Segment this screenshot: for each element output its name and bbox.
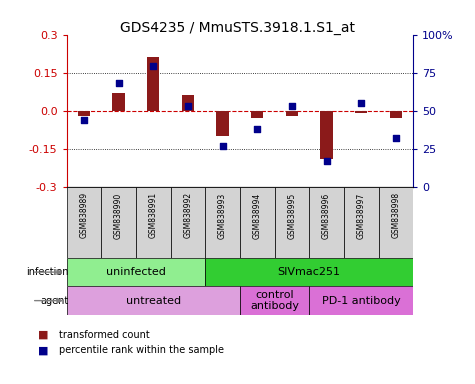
Text: GSM838995: GSM838995	[287, 192, 296, 238]
Bar	[205, 258, 413, 286]
Text: control
antibody: control antibody	[250, 290, 299, 311]
Point	[115, 80, 123, 86]
Point	[288, 103, 295, 109]
Bar	[321, 111, 332, 159]
Point	[358, 100, 365, 106]
Bar	[136, 187, 171, 258]
Text: uninfected: uninfected	[106, 267, 166, 277]
Text: percentile rank within the sample: percentile rank within the sample	[59, 345, 224, 355]
Bar	[251, 111, 263, 118]
Bar	[309, 187, 344, 258]
Bar	[275, 187, 309, 258]
Text: GDS4235 / MmuSTS.3918.1.S1_at: GDS4235 / MmuSTS.3918.1.S1_at	[120, 21, 355, 35]
Text: GSM838991: GSM838991	[149, 192, 158, 238]
Text: SIVmac251: SIVmac251	[278, 267, 341, 277]
Text: GSM838992: GSM838992	[183, 192, 192, 238]
Point	[254, 126, 261, 132]
Text: GSM838994: GSM838994	[253, 192, 262, 238]
Text: GSM838993: GSM838993	[218, 192, 227, 238]
Text: transformed count: transformed count	[59, 330, 150, 340]
Point	[80, 117, 88, 123]
Bar	[66, 187, 101, 258]
Bar	[217, 111, 228, 136]
Bar	[147, 57, 159, 111]
Text: ■: ■	[38, 345, 48, 355]
Bar	[66, 286, 240, 315]
Bar	[182, 95, 194, 111]
Bar	[240, 286, 309, 315]
Point	[149, 63, 157, 70]
Point	[323, 158, 331, 164]
Bar	[101, 187, 136, 258]
Bar	[171, 187, 205, 258]
Text: PD-1 antibody: PD-1 antibody	[322, 296, 400, 306]
Bar	[355, 111, 367, 113]
Text: GSM838996: GSM838996	[322, 192, 331, 238]
Bar	[205, 187, 240, 258]
Text: agent: agent	[40, 296, 68, 306]
Bar	[78, 111, 90, 116]
Text: GSM838997: GSM838997	[357, 192, 366, 238]
Bar	[240, 187, 275, 258]
Text: ■: ■	[38, 330, 48, 340]
Bar	[379, 187, 413, 258]
Point	[392, 135, 400, 141]
Point	[184, 103, 192, 109]
Bar	[113, 93, 124, 111]
Text: infection: infection	[26, 267, 68, 277]
Bar	[309, 286, 413, 315]
Text: GSM838998: GSM838998	[391, 192, 400, 238]
Bar	[286, 111, 298, 116]
Bar	[66, 258, 205, 286]
Point	[218, 142, 227, 149]
Text: GSM838990: GSM838990	[114, 192, 123, 238]
Text: untreated: untreated	[125, 296, 181, 306]
Bar	[344, 187, 379, 258]
Bar	[390, 111, 402, 118]
Text: GSM838989: GSM838989	[79, 192, 88, 238]
